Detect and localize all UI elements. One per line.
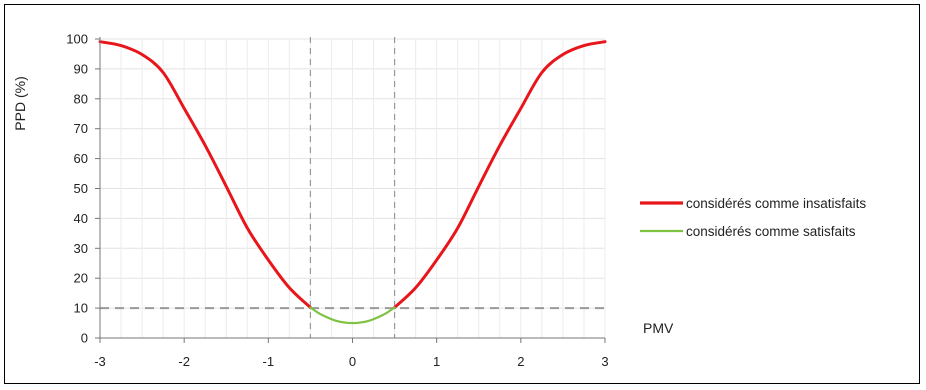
series-line-insatisfaits-1 (393, 40, 607, 310)
y-tick-label: 60 (74, 151, 88, 166)
grid (99, 38, 606, 339)
x-tick-label: 2 (517, 354, 524, 369)
reference-lines (100, 37, 605, 338)
series-line-satisfaits-0 (309, 306, 396, 325)
axes: 0 10 20 30 40 50 60 70 80 90 100 -3 -2 -1 0 1 2 3 PPD (%) P… (12, 32, 674, 370)
y-tick-label: 20 (74, 271, 88, 286)
x-tick-label: -2 (178, 354, 190, 369)
y-tick-label: 80 (74, 91, 88, 106)
y-tick-label: 40 (74, 211, 88, 226)
chart-frame: 0 10 20 30 40 50 60 70 80 90 100 -3 -2 -1 0 1 2 3 PPD (%) P… (4, 4, 920, 384)
x-tick-label: -3 (94, 354, 106, 369)
x-tick-label: 0 (349, 354, 356, 369)
y-tick-label: 10 (74, 301, 88, 316)
x-tick-label: -1 (263, 354, 275, 369)
ppd-pmv-chart: 0 10 20 30 40 50 60 70 80 90 100 -3 -2 -1 0 1 2 3 PPD (%) P… (12, 32, 866, 370)
legend-label: considérés comme satisfaits (686, 224, 856, 239)
x-axis-label: PMV (643, 320, 674, 336)
series (98, 40, 607, 325)
x-tick-label: 3 (601, 354, 608, 369)
y-tick-label: 50 (74, 181, 88, 196)
x-tick-label: 1 (433, 354, 440, 369)
legend-label: considérés comme insatisfaits (686, 196, 866, 211)
y-tick-label: 30 (74, 241, 88, 256)
y-axis-label: PPD (%) (12, 76, 28, 130)
y-tick-label: 90 (74, 61, 88, 76)
y-tick-label: 100 (66, 32, 88, 47)
y-tick-label: 0 (81, 331, 88, 346)
y-tick-label: 70 (74, 121, 88, 136)
series-line-insatisfaits-0 (98, 40, 312, 310)
legend: considérés comme insatisfaits considérés … (640, 196, 866, 239)
